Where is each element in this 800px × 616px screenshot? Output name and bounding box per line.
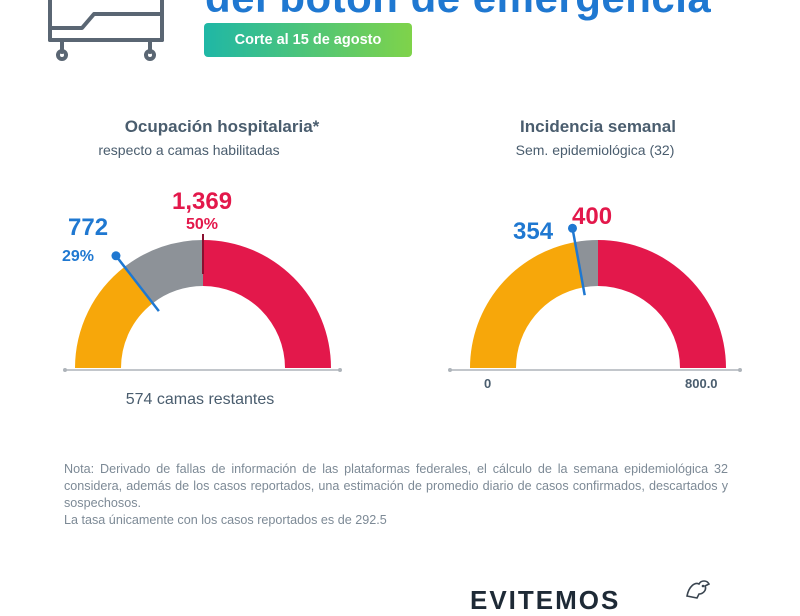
occupied-value: 772: [68, 214, 109, 241]
hospital-title: Ocupación hospitalaria*: [124, 117, 320, 136]
footnote: Nota: Derivado de fallas de información …: [64, 461, 728, 529]
page-title: del botón de emergencia: [205, 0, 711, 22]
occupancy-needle: [114, 255, 160, 312]
footer-brand: EVITEMOS: [470, 585, 621, 615]
incidence-subtitle: Sem. epidemiológica (32): [515, 142, 675, 158]
state-logo-icon: [683, 578, 713, 605]
hospital-subtitle: respecto a camas habilitadas: [98, 142, 280, 158]
footnote-text: Nota: Derivado de fallas de información …: [64, 462, 728, 510]
incidence-axis-min: 0: [484, 376, 492, 391]
incidence-segment-gap: [575, 240, 598, 288]
total-value: 1,369: [172, 188, 233, 215]
incidence-segment-above: [598, 240, 726, 368]
hospital-gauge: [63, 234, 342, 372]
gauge-segment-1: [75, 266, 153, 368]
gauge-segment-3: [203, 240, 331, 368]
gauge-segment-2: [124, 240, 203, 304]
occupancy-needle-dot: [111, 251, 121, 261]
incidence-threshold: 400: [572, 203, 613, 230]
incidence-gauge: [448, 223, 742, 372]
incidence-needle: [571, 228, 586, 296]
footnote-last-line: La tasa únicamente con los casos reporta…: [64, 513, 387, 527]
incidence-axis-max: 800.0: [685, 376, 718, 391]
remaining-beds: 574 camas restantes: [125, 391, 275, 408]
occupied-percent: 29%: [62, 248, 95, 265]
incidence-value: 354: [513, 218, 554, 245]
incidence-segment-value: [470, 242, 584, 368]
incidence-needle-dot: [567, 223, 577, 233]
hospital-bed-icon: [42, 0, 172, 67]
incidence-title: Incidencia semanal: [520, 117, 676, 136]
date-badge: Corte al 15 de agosto: [204, 23, 412, 57]
total-percent: 50%: [186, 216, 219, 233]
